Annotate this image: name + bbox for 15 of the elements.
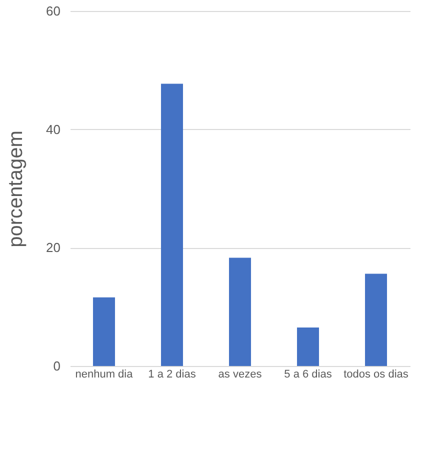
x-tick-label: 5 a 6 dias bbox=[284, 368, 332, 380]
y-tick-label: 60 bbox=[46, 4, 60, 18]
bar bbox=[161, 84, 183, 366]
bar bbox=[229, 258, 251, 366]
y-tick-label: 20 bbox=[46, 240, 60, 256]
x-tick-label: 1 a 2 dias bbox=[148, 368, 196, 380]
y-tick-label: 0 bbox=[53, 358, 60, 374]
x-tick-label: as vezes bbox=[218, 368, 262, 380]
y-tick-label: 40 bbox=[46, 122, 60, 137]
bar bbox=[297, 328, 319, 366]
x-tick-label: todos os dias bbox=[344, 368, 409, 380]
y-axis-title: porcentagem bbox=[5, 130, 28, 248]
bar bbox=[365, 274, 387, 366]
bar bbox=[93, 297, 115, 366]
x-tick-label: nenhum dia bbox=[75, 368, 134, 380]
